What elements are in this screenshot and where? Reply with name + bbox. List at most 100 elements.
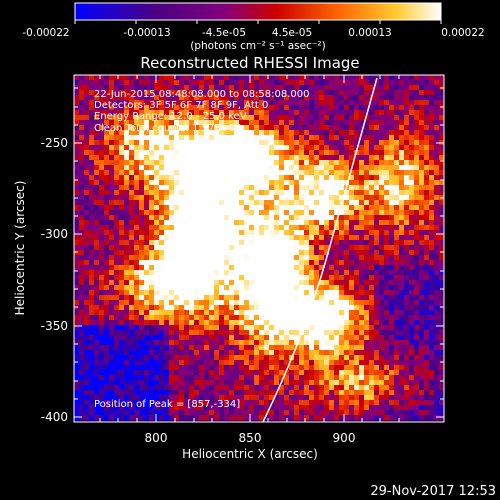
image-pixel	[269, 395, 275, 401]
image-pixel	[304, 325, 310, 331]
image-pixel	[429, 105, 435, 111]
image-pixel	[239, 335, 245, 341]
image-pixel	[309, 395, 315, 401]
image-pixel	[299, 215, 305, 221]
image-pixel	[419, 155, 425, 161]
image-pixel	[134, 260, 140, 266]
image-pixel	[299, 315, 305, 321]
image-pixel	[304, 345, 310, 351]
image-pixel	[214, 110, 220, 116]
image-pixel	[84, 200, 90, 206]
image-pixel	[259, 80, 265, 86]
image-pixel	[384, 285, 390, 291]
image-pixel	[289, 310, 295, 316]
image-pixel	[169, 325, 175, 331]
image-pixel	[394, 125, 400, 131]
image-pixel	[334, 145, 340, 151]
image-pixel	[344, 260, 350, 266]
image-pixel	[399, 375, 405, 381]
image-pixel	[419, 95, 425, 101]
image-pixel	[204, 365, 210, 371]
image-pixel	[84, 405, 90, 411]
image-pixel	[329, 295, 335, 301]
image-pixel	[119, 325, 125, 331]
image-pixel	[274, 130, 280, 136]
image-pixel	[119, 175, 125, 181]
image-pixel	[214, 115, 220, 121]
image-pixel	[274, 220, 280, 226]
image-pixel	[249, 135, 255, 141]
image-pixel	[259, 95, 265, 101]
image-pixel	[239, 165, 245, 171]
image-pixel	[84, 355, 90, 361]
image-pixel	[329, 210, 335, 216]
image-pixel	[434, 190, 440, 196]
image-pixel	[434, 395, 440, 401]
image-pixel	[94, 135, 100, 141]
image-pixel	[139, 400, 145, 406]
image-pixel	[239, 220, 245, 226]
image-pixel	[399, 405, 405, 411]
image-pixel	[194, 290, 200, 296]
image-pixel	[319, 215, 325, 221]
image-pixel	[84, 265, 90, 271]
image-pixel	[309, 250, 315, 256]
image-pixel	[329, 285, 335, 291]
image-pixel	[279, 185, 285, 191]
image-pixel	[244, 105, 250, 111]
image-pixel	[264, 205, 270, 211]
image-pixel	[164, 195, 170, 201]
image-pixel	[144, 280, 150, 286]
image-pixel	[214, 90, 220, 96]
image-pixel	[439, 345, 444, 351]
image-pixel	[209, 230, 215, 236]
image-pixel	[159, 275, 165, 281]
image-pixel	[299, 170, 305, 176]
image-pixel	[399, 170, 405, 176]
image-pixel	[389, 160, 395, 166]
image-pixel	[179, 180, 185, 186]
image-pixel	[139, 325, 145, 331]
image-pixel	[269, 75, 275, 81]
image-pixel	[354, 360, 360, 366]
image-pixel	[399, 285, 405, 291]
image-pixel	[194, 265, 200, 271]
image-pixel	[189, 345, 195, 351]
image-pixel	[409, 335, 415, 341]
image-pixel	[104, 405, 110, 411]
image-pixel	[424, 220, 430, 226]
image-pixel	[79, 115, 85, 121]
image-pixel	[274, 375, 280, 381]
image-pixel	[344, 200, 350, 206]
image-pixel	[314, 355, 320, 361]
image-pixel	[149, 140, 155, 146]
image-pixel	[409, 345, 415, 351]
image-pixel	[279, 310, 285, 316]
image-pixel	[179, 170, 185, 176]
image-pixel	[354, 155, 360, 161]
image-pixel	[264, 280, 270, 286]
image-pixel	[424, 300, 430, 306]
image-pixel	[109, 245, 115, 251]
image-pixel	[279, 290, 285, 296]
image-pixel	[429, 165, 435, 171]
image-pixel	[434, 75, 440, 81]
image-pixel	[399, 215, 405, 221]
image-pixel	[439, 165, 444, 171]
image-pixel	[149, 105, 155, 111]
image-pixel	[139, 95, 145, 101]
image-pixel	[104, 190, 110, 196]
image-pixel	[309, 245, 315, 251]
image-pixel	[334, 315, 340, 321]
image-pixel	[209, 255, 215, 261]
image-pixel	[234, 180, 240, 186]
image-pixel	[149, 390, 155, 396]
image-pixel	[124, 410, 130, 416]
image-pixel	[79, 135, 85, 141]
image-pixel	[429, 275, 435, 281]
image-pixel	[134, 185, 140, 191]
image-pixel	[289, 175, 295, 181]
image-pixel	[409, 285, 415, 291]
image-pixel	[129, 175, 135, 181]
image-pixel	[399, 395, 405, 401]
